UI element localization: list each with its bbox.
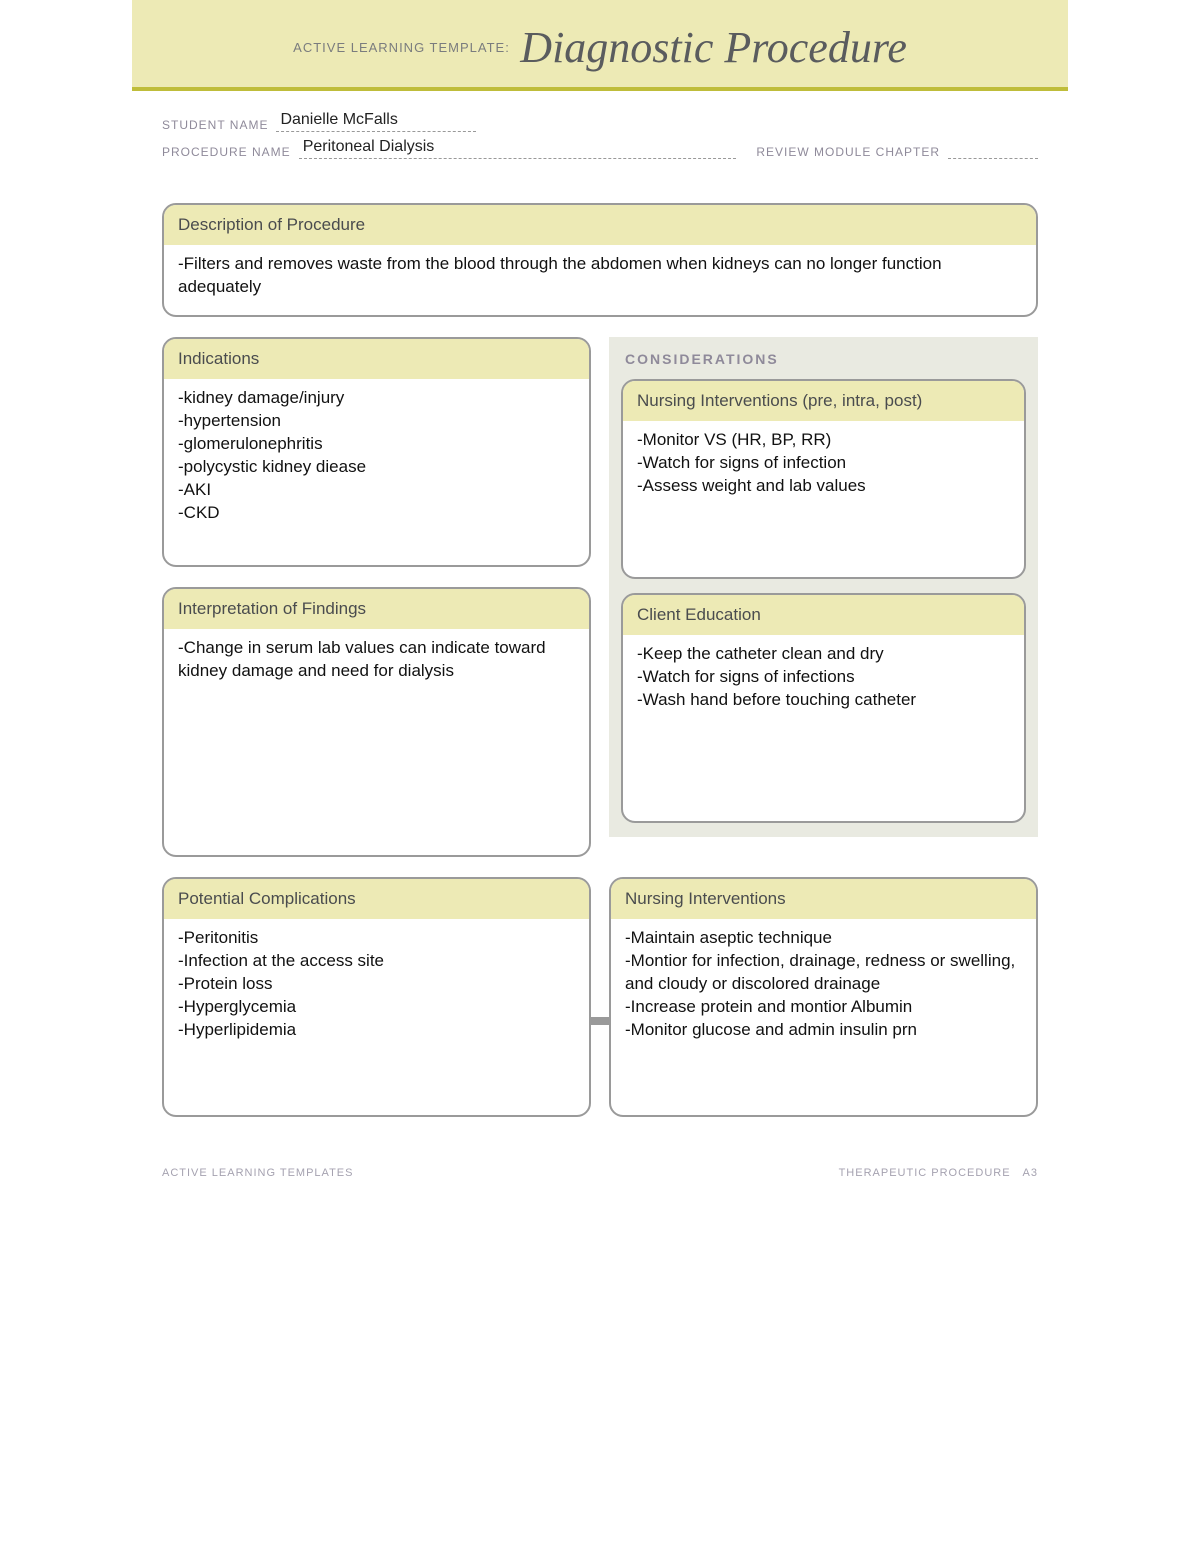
document: ACTIVE LEARNING TEMPLATE: Diagnostic Pro… xyxy=(132,0,1068,1179)
nursing-interventions-title: Nursing Interventions xyxy=(611,879,1036,919)
education-box: Client Education -Keep the catheter clea… xyxy=(621,593,1026,823)
text-line: -Infection at the access site xyxy=(178,950,575,973)
footer-right: THERAPEUTIC PROCEDURE A3 xyxy=(839,1167,1038,1179)
text-line: -Montior for infection, drainage, rednes… xyxy=(625,950,1022,996)
text-line: -Protein loss xyxy=(178,973,575,996)
student-row: STUDENT NAME Danielle McFalls xyxy=(162,111,1038,132)
bottom-row: Potential Complications -Peritonitis-Inf… xyxy=(162,877,1038,1117)
nursing-interventions-body: -Maintain aseptic technique-Montior for … xyxy=(611,919,1036,1058)
meta-block: STUDENT NAME Danielle McFalls PROCEDURE … xyxy=(132,111,1068,185)
nursing-pre-body: -Monitor VS (HR, BP, RR)-Watch for signs… xyxy=(623,421,1024,514)
text-line: -Wash hand before touching catheter xyxy=(637,689,1010,712)
complications-body: -Peritonitis-Infection at the access sit… xyxy=(164,919,589,1058)
indications-box: Indications -kidney damage/injury-hypert… xyxy=(162,337,591,567)
middle-columns: Indications -kidney damage/injury-hypert… xyxy=(162,337,1038,877)
text-line: -Watch for signs of infection xyxy=(637,452,1010,475)
text-line: -Keep the catheter clean and dry xyxy=(637,643,1010,666)
text-line: -Increase protein and montior Albumin xyxy=(625,996,1022,1019)
right-column: CONSIDERATIONS Nursing Interventions (pr… xyxy=(609,337,1038,877)
content-area: Description of Procedure -Filters and re… xyxy=(132,185,1068,1117)
text-line: -Monitor VS (HR, BP, RR) xyxy=(637,429,1010,452)
considerations-panel: CONSIDERATIONS Nursing Interventions (pr… xyxy=(609,337,1038,837)
description-title: Description of Procedure xyxy=(164,205,1036,245)
interpretation-title: Interpretation of Findings xyxy=(164,589,589,629)
page: ACTIVE LEARNING TEMPLATE: Diagnostic Pro… xyxy=(0,0,1200,1219)
footer: ACTIVE LEARNING TEMPLATES THERAPEUTIC PR… xyxy=(132,1117,1068,1179)
nursing-pre-title: Nursing Interventions (pre, intra, post) xyxy=(623,381,1024,421)
student-name-value: Danielle McFalls xyxy=(276,111,476,132)
interpretation-box: Interpretation of Findings -Change in se… xyxy=(162,587,591,857)
text-line: -glomerulonephritis xyxy=(178,433,575,456)
interpretation-body: -Change in serum lab values can indicate… xyxy=(164,629,589,699)
procedure-row: PROCEDURE NAME Peritoneal Dialysis REVIE… xyxy=(162,138,1038,159)
text-line: -kidney damage/injury xyxy=(178,387,575,410)
text-line: -hypertension xyxy=(178,410,575,433)
text-line: -Watch for signs of infections xyxy=(637,666,1010,689)
complications-title: Potential Complications xyxy=(164,879,589,919)
template-prefix: ACTIVE LEARNING TEMPLATE: xyxy=(293,40,510,55)
nursing-interventions-box: Nursing Interventions -Maintain aseptic … xyxy=(609,877,1038,1117)
text-line: -Change in serum lab values can indicate… xyxy=(178,637,575,683)
description-box: Description of Procedure -Filters and re… xyxy=(162,203,1038,317)
text-line: -AKI xyxy=(178,479,575,502)
chapter-label: REVIEW MODULE CHAPTER xyxy=(756,145,940,159)
nursing-pre-box: Nursing Interventions (pre, intra, post)… xyxy=(621,379,1026,579)
text-line: -CKD xyxy=(178,502,575,525)
left-column: Indications -kidney damage/injury-hypert… xyxy=(162,337,591,877)
text-line: -Maintain aseptic technique xyxy=(625,927,1022,950)
description-body: -Filters and removes waste from the bloo… xyxy=(164,245,1036,315)
indications-body: -kidney damage/injury-hypertension-glome… xyxy=(164,379,589,541)
text-line: -Filters and removes waste from the bloo… xyxy=(178,253,1022,299)
header-band: ACTIVE LEARNING TEMPLATE: Diagnostic Pro… xyxy=(132,0,1068,87)
text-line: -Peritonitis xyxy=(178,927,575,950)
education-title: Client Education xyxy=(623,595,1024,635)
complications-box: Potential Complications -Peritonitis-Inf… xyxy=(162,877,591,1117)
education-body: -Keep the catheter clean and dry-Watch f… xyxy=(623,635,1024,728)
text-line: -Assess weight and lab values xyxy=(637,475,1010,498)
text-line: -Hyperglycemia xyxy=(178,996,575,1019)
text-line: -Monitor glucose and admin insulin prn xyxy=(625,1019,1022,1042)
footer-left: ACTIVE LEARNING TEMPLATES xyxy=(162,1167,353,1179)
indications-title: Indications xyxy=(164,339,589,379)
header-rule xyxy=(132,87,1068,91)
text-line: -Hyperlipidemia xyxy=(178,1019,575,1042)
procedure-name-label: PROCEDURE NAME xyxy=(162,145,291,159)
text-line: -polycystic kidney diease xyxy=(178,456,575,479)
page-title: Diagnostic Procedure xyxy=(520,23,907,72)
considerations-label: CONSIDERATIONS xyxy=(621,337,1026,379)
procedure-name-value: Peritoneal Dialysis xyxy=(299,138,737,159)
chapter-value xyxy=(948,156,1038,159)
student-name-label: STUDENT NAME xyxy=(162,118,268,132)
